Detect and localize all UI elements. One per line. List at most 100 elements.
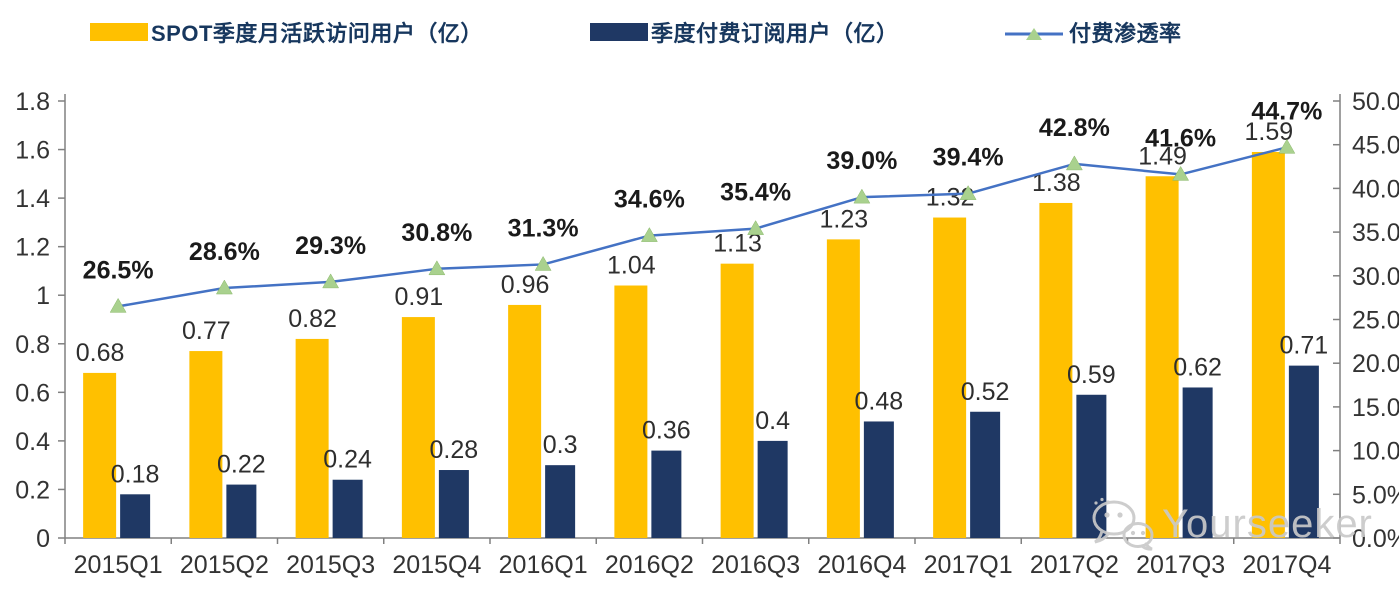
bar-value-label-subscribers: 0.62 — [1173, 353, 1222, 381]
penetration-marker — [428, 260, 446, 276]
left-axis-tick-label: 1.4 — [15, 185, 50, 213]
penetration-marker — [534, 255, 552, 271]
bar-value-label-mau: 1.49 — [1138, 142, 1187, 170]
penetration-pct-label: 26.5% — [83, 256, 154, 284]
penetration-pct-label: 30.8% — [401, 219, 472, 247]
bar-value-label-mau: 1.59 — [1245, 118, 1294, 146]
right-axis-tick-label: 20.0% — [1352, 350, 1399, 378]
bar-value-label-mau: 1.04 — [607, 252, 656, 280]
right-axis-tick-label: 50.0% — [1352, 88, 1399, 116]
legend-swatch-subscribers-bar — [590, 23, 648, 41]
bar-subscribers-2016Q1 — [545, 465, 576, 538]
bar-mau-2017Q3 — [1145, 176, 1179, 538]
penetration-pct-label: 41.6% — [1145, 124, 1216, 152]
bar-subscribers-2016Q2 — [651, 450, 682, 538]
right-axis-tick-label: 45.0% — [1352, 132, 1399, 160]
bar-value-label-subscribers: 0.36 — [642, 417, 691, 445]
bar-value-label-mau: 0.68 — [76, 339, 125, 367]
bar-mau-2017Q2 — [1039, 202, 1073, 538]
legend-item-mau: SPOT季度月活跃访问用户（亿） — [90, 16, 483, 48]
x-axis-category-label: 2017Q3 — [1136, 551, 1225, 579]
left-axis-tick-label: 0.6 — [15, 379, 50, 407]
bar-subscribers-2017Q2 — [1076, 394, 1107, 538]
bar-value-label-mau: 0.96 — [501, 271, 550, 299]
bar-mau-2015Q3 — [295, 338, 329, 538]
left-axis-tick-label: 0.2 — [15, 476, 50, 504]
left-axis-tick-label: 1 — [36, 282, 50, 310]
bar-subscribers-2017Q1 — [970, 411, 1001, 538]
right-axis-tick-label: 35.0% — [1352, 219, 1399, 247]
legend-label-subscribers: 季度付费订阅用户（亿） — [651, 21, 899, 46]
bar-mau-2015Q4 — [401, 317, 435, 538]
penetration-pct-label: 39.4% — [933, 144, 1004, 172]
bar-subscribers-2017Q3 — [1182, 387, 1213, 538]
right-axis-tick-label: 25.0% — [1352, 307, 1399, 335]
right-axis-tick-label: 10.0% — [1352, 438, 1399, 466]
right-axis-tick-label: 0.0% — [1352, 525, 1399, 553]
left-axis-tick-label: 0.4 — [15, 428, 50, 456]
bar-value-label-subscribers: 0.22 — [217, 451, 266, 479]
legend-label-penetration: 付费渗透率 — [1069, 21, 1182, 46]
bar-subscribers-2015Q3 — [332, 479, 363, 538]
right-axis-tick-label: 15.0% — [1352, 394, 1399, 422]
x-axis-category-label: 2017Q4 — [1242, 551, 1331, 579]
bar-value-label-subscribers: 0.71 — [1280, 332, 1329, 360]
bar-mau-2016Q3 — [720, 263, 754, 538]
penetration-marker — [1278, 138, 1296, 154]
penetration-pct-label: 35.4% — [720, 179, 791, 207]
x-axis-category-label: 2016Q1 — [499, 551, 588, 579]
left-axis-tick-label: 1.2 — [15, 234, 50, 262]
bar-value-label-subscribers: 0.18 — [111, 460, 160, 488]
bar-subscribers-2017Q4 — [1288, 365, 1319, 538]
x-axis-category-label: 2016Q2 — [605, 551, 694, 579]
penetration-pct-label: 42.8% — [1039, 114, 1110, 142]
bar-value-label-subscribers: 0.24 — [323, 446, 372, 474]
bar-value-label-subscribers: 0.28 — [430, 436, 479, 464]
penetration-pct-label: 39.0% — [826, 147, 897, 175]
penetration-pct-label: 34.6% — [614, 186, 685, 214]
bar-value-label-mau: 0.82 — [288, 305, 337, 333]
legend-item-subscribers: 季度付费订阅用户（亿） — [590, 16, 899, 48]
bar-value-label-subscribers: 0.4 — [755, 407, 790, 435]
bar-value-label-subscribers: 0.52 — [961, 378, 1010, 406]
penetration-marker — [1065, 155, 1083, 171]
x-axis-category-label: 2016Q4 — [817, 551, 906, 579]
penetration-marker — [322, 273, 340, 289]
x-axis-category-label: 2015Q2 — [180, 551, 269, 579]
penetration-pct-label: 44.7% — [1251, 97, 1322, 125]
bar-value-label-mau: 1.23 — [820, 205, 869, 233]
bar-value-label-subscribers: 0.3 — [543, 431, 578, 459]
bar-value-label-mau: 0.77 — [182, 317, 231, 345]
bar-value-label-mau: 0.91 — [395, 283, 444, 311]
right-axis-tick-label: 5.0% — [1352, 481, 1399, 509]
penetration-line — [117, 146, 1288, 308]
penetration-marker — [959, 185, 977, 200]
penetration-pct-label: 31.3% — [508, 214, 579, 242]
bar-mau-2015Q2 — [189, 351, 223, 538]
x-axis-category-label: 2015Q3 — [286, 551, 375, 579]
bar-mau-2017Q4 — [1251, 151, 1285, 538]
bar-value-label-subscribers: 0.48 — [855, 387, 904, 415]
bar-mau-2016Q4 — [826, 239, 860, 538]
x-axis-category-label: 2017Q1 — [924, 551, 1013, 579]
watermark-text: Yourseeker — [1162, 501, 1373, 546]
bar-mau-2015Q1 — [83, 372, 117, 538]
penetration-marker — [853, 188, 871, 204]
bar-subscribers-2016Q3 — [757, 440, 788, 538]
bar-subscribers-2015Q1 — [120, 494, 151, 538]
x-axis-category-label: 2016Q3 — [711, 551, 800, 579]
watermark: Yourseeker — [1088, 496, 1373, 552]
x-axis-category-label: 2015Q1 — [74, 551, 163, 579]
bar-mau-2016Q1 — [508, 304, 542, 538]
penetration-pct-label: 28.6% — [189, 238, 260, 266]
penetration-marker — [1172, 165, 1190, 181]
left-axis-tick-label: 1.8 — [15, 88, 50, 116]
left-axis-tick-label: 1.6 — [15, 137, 50, 165]
x-axis-category-label: 2017Q2 — [1030, 551, 1119, 579]
right-axis-tick-label: 40.0% — [1352, 175, 1399, 203]
bar-mau-2016Q2 — [614, 285, 648, 538]
bar-subscribers-2015Q4 — [438, 470, 469, 538]
x-axis-category-label: 2015Q4 — [392, 551, 481, 579]
